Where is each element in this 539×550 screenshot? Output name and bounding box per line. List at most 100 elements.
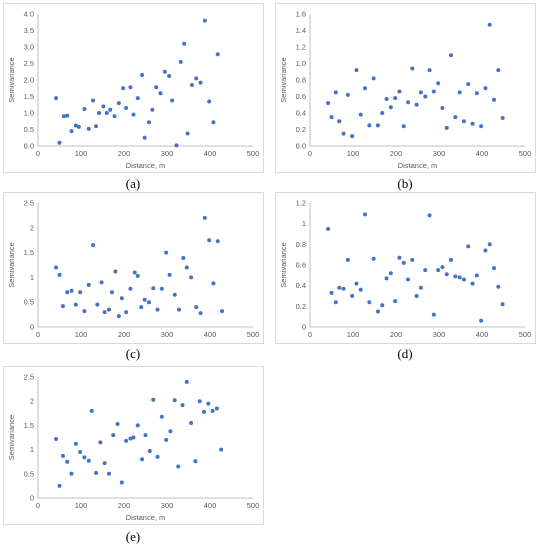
scatter-chart-b: 0.0 0.2 0.4 0.6 0.8 1.0 1.2 1.4 1.6 0 100 200 300 400…: [279, 10, 532, 171]
data-point: [474, 91, 479, 96]
y-tick-label: 0.8: [296, 240, 306, 249]
data-point: [198, 80, 203, 85]
data-point: [159, 286, 164, 291]
data-point: [206, 401, 211, 406]
x-tick-label: 500: [247, 149, 260, 158]
y-tick-label: 1.2: [296, 43, 306, 52]
data-point: [54, 436, 59, 441]
x-axis-title: Distance, m: [398, 161, 438, 170]
data-point: [140, 457, 145, 462]
data-point: [57, 140, 62, 145]
data-point: [354, 68, 359, 73]
y-axis-title: Semivariance: [7, 57, 16, 102]
data-point: [91, 98, 96, 103]
data-point: [60, 304, 65, 309]
data-point: [189, 420, 194, 425]
y-tick-label: 1.5: [24, 248, 34, 257]
data-point: [397, 89, 402, 94]
x-tick-label: 0: [36, 501, 40, 510]
data-point: [155, 454, 160, 459]
data-point: [345, 257, 350, 262]
chart-panel-a: 0.0 0.5 1.0 1.5 2.0 2.5 3.0 3.5 4.0 0 100 200 300 400…: [3, 3, 264, 173]
data-point: [167, 272, 172, 277]
x-tick-label: 100: [75, 330, 88, 339]
data-point: [86, 282, 91, 287]
x-tick-label: 0: [308, 149, 312, 158]
data-point: [220, 309, 225, 314]
data-point: [139, 305, 144, 310]
data-point: [341, 286, 346, 291]
data-point: [427, 68, 432, 73]
data-point: [492, 266, 497, 271]
data-point: [97, 111, 102, 115]
y-tick-label: 1: [30, 445, 34, 454]
data-point: [457, 275, 462, 280]
y-tick-label: 2: [30, 223, 34, 232]
data-point: [151, 397, 156, 402]
data-point: [135, 423, 140, 428]
data-point: [388, 105, 393, 110]
data-point: [479, 124, 484, 129]
x-tick-label: 500: [247, 501, 260, 510]
data-point: [474, 273, 479, 278]
data-point: [350, 294, 355, 298]
data-point: [146, 120, 151, 125]
chart-panel-d: 0 0.2 0.4 0.6 0.8 1 1.2 0 100 200 300 400 500 Semivar…: [275, 192, 536, 344]
data-point: [73, 123, 78, 128]
data-point: [91, 243, 96, 248]
data-point: [219, 447, 224, 452]
data-point: [371, 256, 376, 261]
x-axis-title: Distance, m: [126, 513, 166, 522]
y-tick-label: 2.0: [24, 76, 34, 85]
data-point: [142, 135, 147, 140]
data-point: [135, 96, 140, 101]
data-point: [210, 408, 215, 413]
panel-label-a: (a): [125, 176, 141, 191]
data-point: [82, 309, 87, 314]
data-point: [177, 307, 182, 312]
y-tick-label: 2.5: [24, 199, 34, 208]
data-point: [162, 69, 167, 74]
x-tick-label: 100: [75, 149, 88, 158]
y-tick-label: 1.0: [24, 109, 34, 118]
data-point: [492, 97, 497, 102]
data-point: [427, 213, 432, 218]
data-point: [95, 302, 100, 307]
x-tick-label: 400: [204, 501, 217, 510]
data-point: [143, 433, 148, 438]
y-tick-label: 0.5: [24, 125, 34, 134]
y-tick-label: 0: [30, 494, 34, 503]
data-point: [449, 257, 454, 262]
data-point: [198, 311, 203, 316]
data-point: [89, 408, 94, 413]
x-tick-label: 400: [476, 330, 489, 339]
data-point: [431, 89, 436, 94]
y-tick-label: 0.2: [296, 125, 306, 134]
data-point: [158, 91, 163, 96]
data-point: [121, 86, 126, 91]
y-tick-label: 0.6: [296, 92, 306, 101]
y-tick-label: 1.0: [296, 59, 306, 68]
x-tick-label: 100: [75, 501, 88, 510]
data-point: [329, 290, 334, 295]
data-point: [73, 302, 78, 307]
data-point: [61, 114, 66, 119]
data-point: [184, 379, 189, 384]
data-point: [69, 129, 74, 134]
x-tick-label: 0: [36, 330, 40, 339]
data-point: [461, 277, 466, 282]
x-tick-label: 300: [161, 330, 174, 339]
data-point: [73, 441, 78, 446]
data-point: [326, 101, 331, 106]
data-point: [436, 81, 441, 86]
data-point: [375, 123, 380, 128]
x-tick-label: 200: [118, 501, 131, 510]
data-point: [113, 269, 118, 274]
data-point: [333, 300, 338, 305]
data-point: [150, 107, 155, 112]
x-tick-label: 500: [519, 149, 532, 158]
data-point: [401, 260, 406, 265]
data-point: [189, 82, 194, 87]
data-point: [197, 399, 202, 404]
x-tick-label: 200: [390, 149, 403, 158]
